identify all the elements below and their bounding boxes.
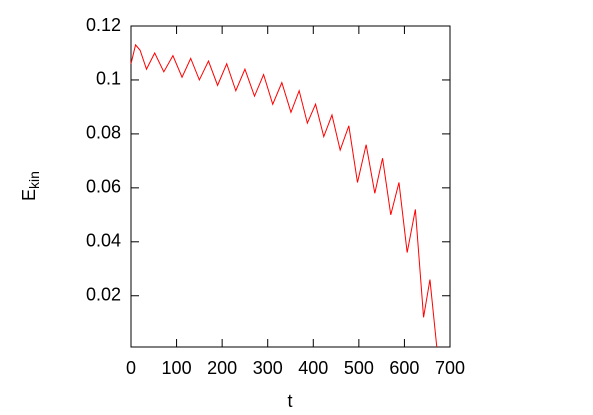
y-label-sub: kin [26, 171, 42, 189]
y-tick-label: 0.08 [86, 123, 121, 143]
x-tick-label: 400 [298, 358, 328, 378]
x-tick-label: 600 [389, 358, 419, 378]
data-line [130, 43, 438, 348]
y-tick-label: 0.06 [86, 177, 121, 197]
plot-frame [130, 25, 451, 348]
x-tick-label: 0 [126, 358, 136, 378]
x-tick-label: 700 [435, 358, 465, 378]
y-axis-label: Ekin [19, 171, 42, 201]
y-tick-label: 0.12 [86, 15, 121, 35]
y-tick-label: 0.04 [86, 231, 121, 251]
x-tick-label: 200 [207, 358, 237, 378]
x-tick-label: 100 [162, 358, 192, 378]
x-axis-label: t [287, 391, 292, 411]
y-tick-label: 0.1 [96, 69, 121, 89]
x-tick-label: 500 [344, 358, 374, 378]
x-tick-label: 300 [253, 358, 283, 378]
y-label-main: E [19, 189, 39, 201]
y-tick-label: 0.02 [86, 284, 121, 304]
